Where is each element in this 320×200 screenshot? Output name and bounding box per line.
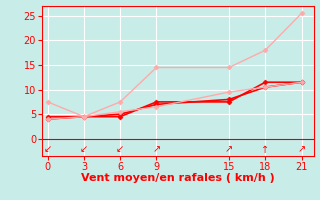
Text: ↙: ↙ — [80, 145, 88, 155]
Text: ↗: ↗ — [298, 145, 306, 155]
Text: ↙: ↙ — [44, 145, 52, 155]
X-axis label: Vent moyen/en rafales ( km/h ): Vent moyen/en rafales ( km/h ) — [81, 173, 275, 183]
Text: ↗: ↗ — [152, 145, 161, 155]
Text: ↙: ↙ — [116, 145, 124, 155]
Text: ↑: ↑ — [261, 145, 269, 155]
Text: ↗: ↗ — [225, 145, 233, 155]
